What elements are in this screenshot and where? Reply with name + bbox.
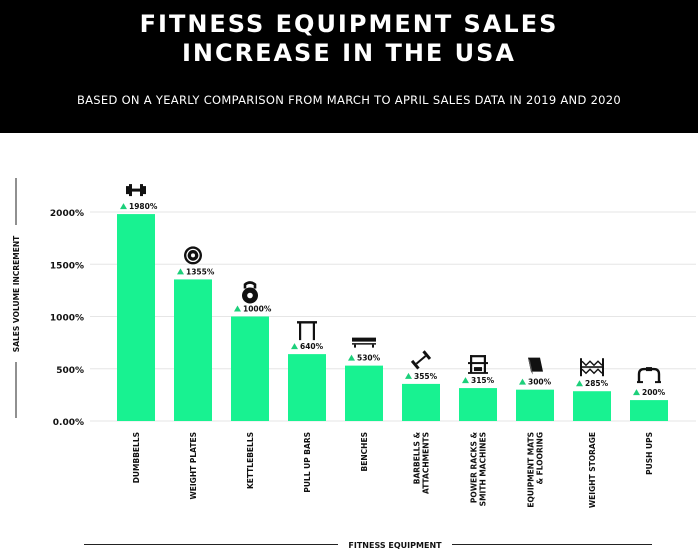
power-rack-icon [468,355,488,374]
x-tick-label: POWER RACKS & [470,432,479,504]
weight-storage-icon [580,358,604,377]
increase-arrow-icon [576,380,583,387]
pull-up-bar-icon [297,321,317,341]
bar [402,383,440,421]
x-tick-label: WEIGHT STORAGE [588,432,597,508]
increase-arrow-icon [519,378,526,385]
y-tick-label: 500% [56,366,84,376]
bar [459,388,497,421]
data-label: 300% [528,378,552,387]
data-label: 1980% [129,202,158,211]
x-axis-label: FITNESS EQUIPMENT [348,541,442,550]
y-axis-label: SALES VOLUME INCREMENT [12,235,21,352]
y-tick-label: 0.00% [53,418,84,428]
x-tick-label: ATTACHMENTS [422,432,431,494]
dumbbell-icon [126,184,146,197]
header-banner: FITNESS EQUIPMENT SALES INCREASE IN THE … [0,0,698,133]
increase-arrow-icon [177,268,184,275]
x-tick-label: DUMBBELLS [132,432,141,483]
increase-arrow-icon [462,377,469,384]
title-line-2: INCREASE IN THE USA [181,39,517,67]
data-label: 355% [414,372,438,381]
data-label: 285% [585,379,609,388]
x-tick-label: BENCHES [360,432,369,471]
increase-arrow-icon [405,372,412,379]
floor-mat-icon [528,357,543,375]
bar [288,354,326,421]
data-label: 1000% [243,305,272,314]
barbell-icon [410,350,432,370]
bar-chart: 0.00% 500% 1000% 1500% 2000% SALES VOLUME INC… [12,178,696,550]
push-up-bar-icon [637,367,661,384]
chart-subtitle: BASED ON A YEARLY COMPARISON FROM MARCH … [76,93,622,107]
data-label: 640% [300,342,324,351]
x-tick-label: PULL UP BARS [303,432,312,493]
increase-arrow-icon [234,305,241,312]
bar [117,214,155,421]
kettlebell-icon [242,281,258,304]
increase-arrow-icon [291,343,298,350]
weight-plate-icon [184,246,202,265]
x-tick-label: SMITH MACHINES [479,432,488,506]
chart-title: FITNESS EQUIPMENT SALES INCREASE IN THE … [0,10,698,68]
x-tick-label: & FLOORING [536,432,545,485]
x-tick-label: EQUIPMENT MATS [527,432,536,508]
data-label: 200% [642,388,666,397]
title-line-1: FITNESS EQUIPMENT SALES [139,10,559,38]
increase-arrow-icon [633,389,640,396]
bar [573,391,611,421]
y-tick-label: 2000% [50,209,84,219]
data-label: 1355% [186,267,215,276]
x-tick-label: WEIGHT PLATES [189,432,198,500]
bar [630,400,668,421]
bench-icon [352,337,376,348]
x-axis-rule-right [452,544,652,545]
x-tick-label: KETTLEBELLS [246,432,255,489]
y-tick-label: 1500% [50,261,84,271]
increase-arrow-icon [348,354,355,361]
x-tick-label: BARBELLS & [413,432,422,485]
x-axis-rule-left [84,544,338,545]
data-label: 315% [471,376,495,385]
bar [174,279,212,421]
increase-arrow-icon [120,203,127,210]
bar [231,316,269,421]
bar [516,389,554,421]
y-tick-label: 1000% [50,314,84,324]
data-label: 530% [357,354,381,363]
x-tick-label: PUSH UPS [645,432,654,475]
bar [345,365,383,421]
